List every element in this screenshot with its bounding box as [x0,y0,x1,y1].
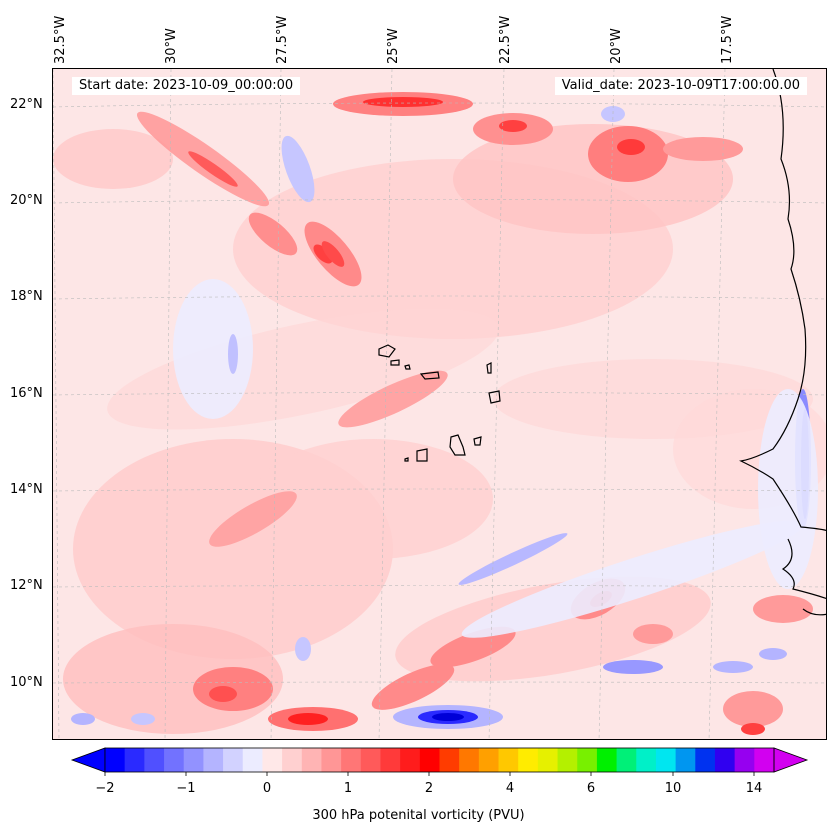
colorbar-swatch [714,748,736,772]
colorbar-swatch [498,748,519,772]
colorbar-swatch [105,748,126,772]
colorbar-swatch [459,748,480,772]
colorbar-tick: 4 [505,781,515,796]
colorbar-swatch [282,748,303,772]
colorbar-swatch [478,748,500,772]
colorbar-tick: 14 [745,781,763,796]
lat-label-10n: 10°N [10,675,43,690]
colorbar-swatch [223,748,244,772]
colorbar-swatch [144,748,165,772]
lat-label-16n: 16°N [10,386,43,401]
colorbar-swatch [262,748,283,772]
colorbar-swatch [439,748,460,772]
colorbar-swatch [301,748,322,772]
lat-label-14n: 14°N [10,482,43,497]
potential-vorticity-map [53,69,826,739]
colorbar-extend-min [70,747,106,773]
pv-field-strong [188,97,765,735]
colorbar-tick: 6 [586,781,596,796]
colorbar-swatch [203,748,224,772]
coastline [739,69,826,616]
colorbar-tick: −2 [95,781,115,796]
colorbar-swatch [380,748,401,772]
colorbar-swatch [557,748,578,772]
colorbar-swatch [754,748,775,772]
colorbar-swatch [734,748,755,772]
colorbar-swatch [577,748,598,772]
colorbar-swatch [321,748,342,772]
colorbar-swatch [537,748,559,772]
colorbar-swatch [341,748,362,772]
colorbar-swatch [518,748,539,772]
lat-label-12n: 12°N [10,578,43,593]
colorbar-extend-max [773,747,809,773]
colorbar-tick: 1 [343,781,353,796]
colorbar-swatch [360,748,381,772]
colorbar-swatch [636,748,657,772]
pv-field-light [53,124,826,734]
colorbar-tick: −1 [176,781,196,796]
colorbar-tick: 0 [262,781,272,796]
colorbar-swatch [183,748,204,772]
colorbar-swatch [164,748,185,772]
lat-label-22n: 22°N [10,97,43,112]
colorbar-swatch [400,748,421,772]
lat-label-18n: 18°N [10,289,43,304]
colorbar-swatch [596,748,618,772]
colorbar-swatch [675,748,696,772]
colorbar-swatch [419,748,440,772]
pv-field-medium [136,92,813,731]
lat-label-20n: 20°N [10,193,43,208]
graticule [53,69,826,739]
map-frame [52,68,827,740]
cape-verde-islands [378,344,501,462]
start-date-label: Start date: 2023-10-09_00:00:00 [72,77,301,95]
colorbar-label: 300 hPa potenital vorticity (PVU) [312,808,525,823]
colorbar-swatch [695,748,716,772]
colorbar-tick: 2 [424,781,434,796]
colorbar-swatch [616,748,637,772]
colorbar-border [104,747,775,773]
colorbar-swatch [242,748,263,772]
colorbar-tick: 10 [664,781,682,796]
colorbar-swatch [655,748,677,772]
valid-date-label: Valid_date: 2023-10-09T17:00:00.00 [554,77,807,95]
pv-field-negative [71,106,818,729]
colorbar-swatch [124,748,145,772]
